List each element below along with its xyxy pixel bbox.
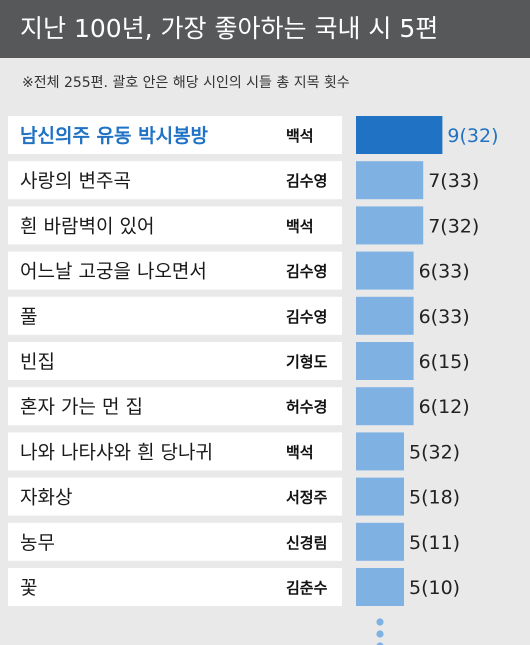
row-background xyxy=(8,342,342,380)
bar xyxy=(356,161,424,200)
poet-label: 김수영 xyxy=(286,263,327,281)
row-background xyxy=(8,568,342,606)
poem-title-label: 자화상 xyxy=(20,487,72,509)
bar xyxy=(356,116,443,154)
bar xyxy=(356,296,414,335)
row-background xyxy=(8,116,342,154)
chart-title: 지난 100년, 가장 좋아하는 국내 시 5편 xyxy=(0,0,530,58)
row-background xyxy=(8,522,342,561)
poem-title-label: 농무 xyxy=(20,532,55,554)
row-background xyxy=(8,296,342,335)
value-label: 6(12) xyxy=(419,396,470,418)
poem-title-label: 사랑의 변주곡 xyxy=(20,170,131,192)
bar xyxy=(356,568,404,606)
poet-label: 기형도 xyxy=(286,353,328,371)
poet-label: 서정주 xyxy=(286,489,328,507)
bar xyxy=(356,477,404,516)
row-background xyxy=(8,387,342,426)
value-label: 6(15) xyxy=(419,351,470,373)
row-background xyxy=(8,477,342,516)
poem-title-label: 꽃 xyxy=(20,577,37,599)
bar xyxy=(356,342,414,380)
continuation-dot xyxy=(376,618,384,626)
bar xyxy=(356,522,404,561)
poet-label: 신경림 xyxy=(286,534,327,552)
bar xyxy=(356,387,414,426)
poem-title-label: 남신의주 유동 박시봉방 xyxy=(20,125,209,147)
value-label: 5(18) xyxy=(409,487,460,509)
poet-label: 백석 xyxy=(286,443,314,461)
continuation-dot xyxy=(376,630,384,638)
poem-title-label: 혼자 가는 먼 집 xyxy=(20,396,143,418)
chart-note: ※전체 255편. 괄호 안은 해당 시인의 시들 총 지목 횟수 xyxy=(22,75,350,91)
poem-title-label: 흰 바람벽이 있어 xyxy=(20,215,154,237)
value-label: 6(33) xyxy=(419,306,470,328)
value-label: 9(32) xyxy=(447,125,498,147)
row-background xyxy=(8,206,342,245)
poem-title-label: 빈집 xyxy=(20,351,55,373)
value-label: 5(32) xyxy=(409,441,460,463)
bar xyxy=(356,432,404,471)
value-label: 6(33) xyxy=(419,261,470,283)
value-label: 5(11) xyxy=(409,532,460,554)
poet-label: 백석 xyxy=(286,217,314,235)
poet-label: 백석 xyxy=(286,127,314,145)
row-background xyxy=(8,432,342,471)
value-label: 5(10) xyxy=(409,577,460,599)
poet-label: 김춘수 xyxy=(286,579,328,597)
row-background xyxy=(8,161,342,200)
poem-title-label: 나와 나타샤와 흰 당나귀 xyxy=(20,441,213,463)
poem-title-label: 어느날 고궁을 나오면서 xyxy=(20,261,207,283)
bar xyxy=(356,206,424,245)
poet-label: 김수영 xyxy=(286,172,327,190)
row-background xyxy=(8,251,342,290)
bar xyxy=(356,251,414,290)
value-label: 7(32) xyxy=(428,215,479,237)
value-label: 7(33) xyxy=(428,170,479,192)
poet-label: 허수경 xyxy=(286,398,327,416)
poem-title-label: 풀 xyxy=(20,306,37,328)
poet-label: 김수영 xyxy=(286,308,327,326)
continuation-dot xyxy=(376,642,384,645)
